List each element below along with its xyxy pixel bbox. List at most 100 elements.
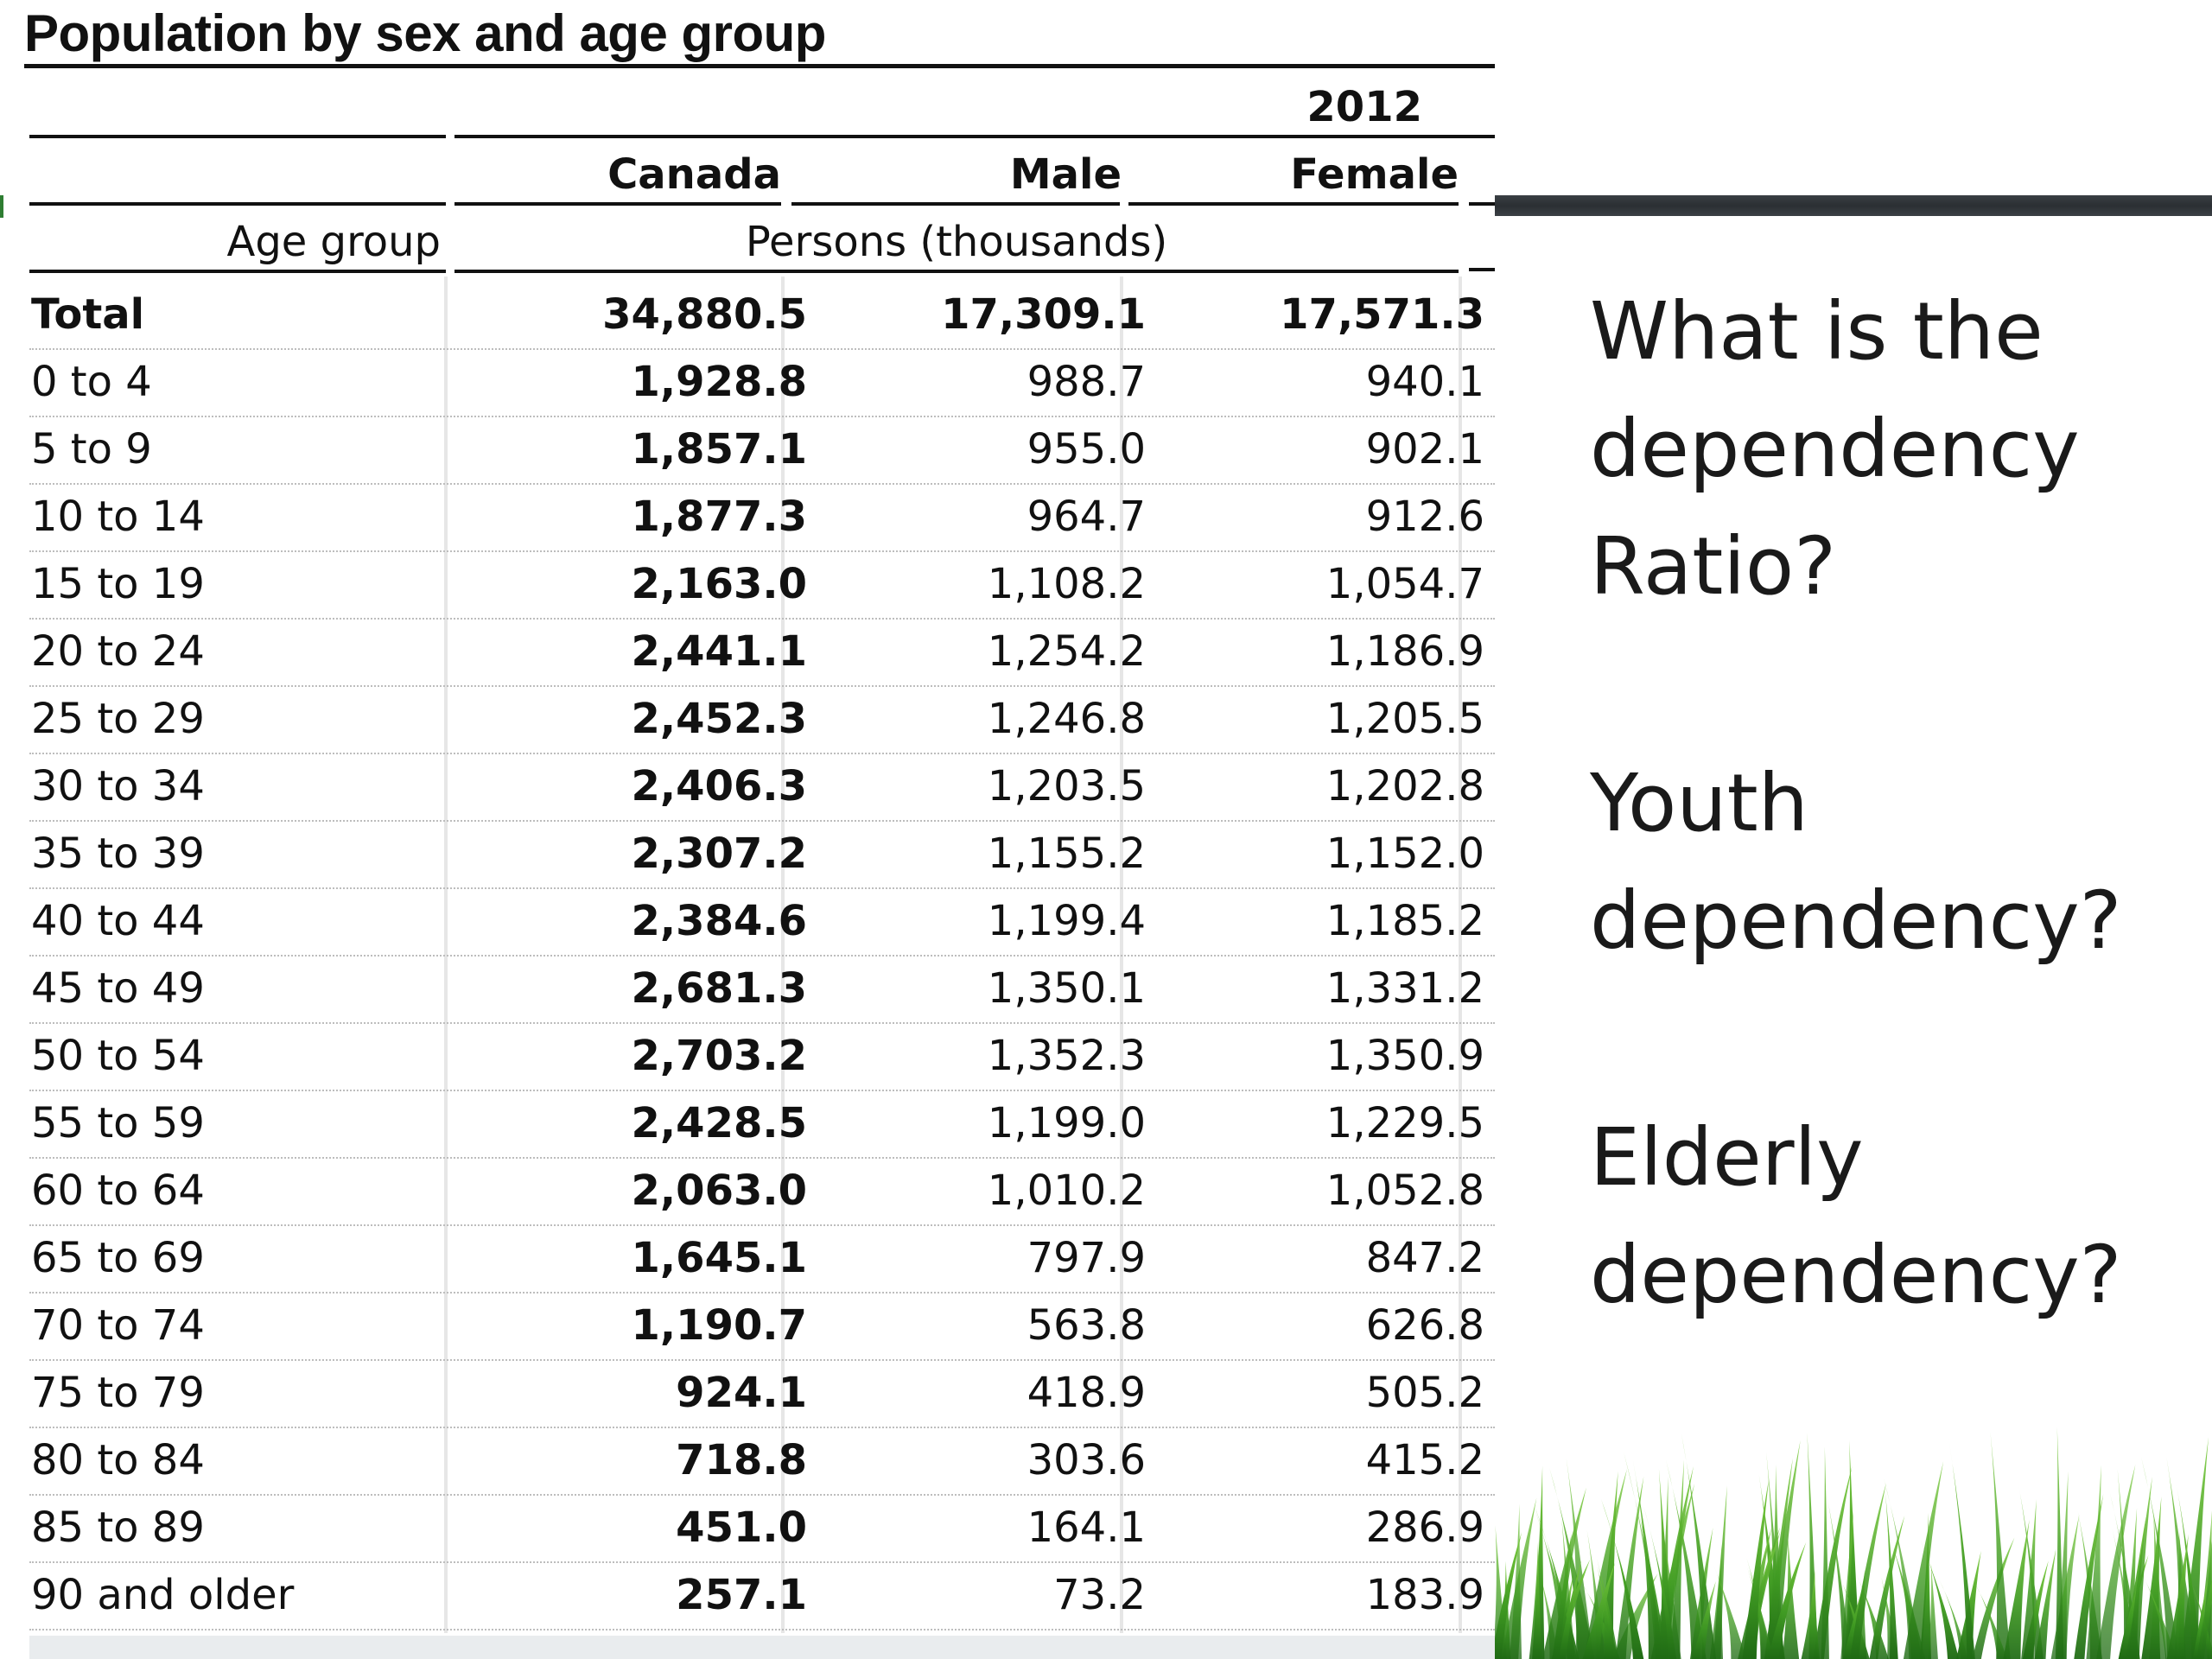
grass-blade — [1542, 1487, 1586, 1659]
grass-blade — [1643, 1506, 1677, 1659]
grass-blade — [1765, 1458, 1793, 1659]
question-elderly-dependency: Elderly dependency? — [1590, 1099, 2195, 1334]
table-row: 50 to 54 2,703.2 1,352.3 1,350.9 — [29, 1022, 1495, 1091]
table-row: 30 to 34 2,406.3 1,203.5 1,202.8 — [29, 753, 1495, 822]
male-value: 73.2 — [1053, 1571, 1146, 1619]
grass-blade — [2166, 1457, 2197, 1659]
male-value: 988.7 — [1027, 358, 1146, 406]
header-rule-left-3 — [29, 270, 446, 273]
grass-blade — [1869, 1516, 1905, 1659]
female-value: 505.2 — [1365, 1369, 1484, 1417]
row-label: 70 to 74 — [31, 1301, 205, 1350]
grass-blade — [1596, 1558, 1619, 1659]
grass-decoration — [1495, 1427, 2212, 1659]
grass-blade — [1598, 1471, 1618, 1659]
table-row-total: Total 34,880.5 17,309.1 17,571.3 — [29, 281, 1495, 350]
grass-blade — [1681, 1433, 1717, 1659]
grass-blade — [1495, 1532, 1522, 1659]
question-dependency-ratio: What is the dependency Ratio? — [1590, 273, 2195, 626]
canada-value: 2,428.5 — [631, 1099, 807, 1147]
grass-blade — [1920, 1539, 1960, 1659]
grass-blade — [1597, 1566, 1618, 1659]
canada-value: 2,063.0 — [631, 1166, 807, 1215]
male-value: 1,350.1 — [987, 964, 1146, 1013]
header-rule-right-3 — [454, 270, 1459, 273]
grass-blade — [1742, 1478, 1770, 1659]
row-label: 35 to 39 — [31, 830, 205, 878]
year-header: 2012 — [1306, 83, 1422, 131]
question-line: Youth — [1590, 757, 1808, 849]
row-label: 0 to 4 — [31, 358, 152, 406]
female-value: 286.9 — [1365, 1503, 1484, 1552]
female-value: 1,229.5 — [1325, 1099, 1484, 1147]
table-row: 65 to 69 1,645.1 797.9 847.2 — [29, 1224, 1495, 1294]
header-rule-canada-2 — [454, 202, 781, 206]
female-value: 1,205.5 — [1325, 695, 1484, 743]
grass-blade — [1842, 1576, 1866, 1659]
table-row: 90 and older 257.1 73.2 183.9 — [29, 1561, 1495, 1630]
canada-value: 2,163.0 — [631, 560, 807, 608]
row-label: 20 to 24 — [31, 627, 205, 676]
grass-blade — [1850, 1483, 1886, 1659]
canada-value: 1,190.7 — [631, 1301, 807, 1350]
grass-blade — [2086, 1465, 2102, 1659]
row-label: 30 to 34 — [31, 762, 205, 810]
grass-blade — [1801, 1569, 1821, 1659]
grass-blade — [1885, 1492, 1898, 1659]
grass-blade — [2034, 1548, 2056, 1659]
female-value: 1,350.9 — [1325, 1032, 1484, 1080]
canada-value: 1,928.8 — [631, 358, 807, 406]
row-label: 80 to 84 — [31, 1436, 205, 1484]
canada-value: 2,703.2 — [631, 1032, 807, 1080]
question-line: Ratio? — [1590, 520, 1837, 613]
row-label: 55 to 59 — [31, 1099, 205, 1147]
female-value: 183.9 — [1365, 1571, 1484, 1619]
grass-blade — [1669, 1459, 1684, 1659]
table-row: 25 to 29 2,452.3 1,246.8 1,205.5 — [29, 685, 1495, 754]
grass-blade — [2021, 1499, 2037, 1659]
grass-blade — [2166, 1534, 2189, 1659]
table-row: 0 to 4 1,928.8 988.7 940.1 — [29, 348, 1495, 417]
grass-blade — [1939, 1580, 1968, 1659]
row-label: 50 to 54 — [31, 1032, 205, 1080]
grass-blade — [1972, 1537, 2015, 1659]
grass-blade — [2140, 1456, 2180, 1659]
male-value: 955.0 — [1027, 425, 1146, 474]
male-value: 303.6 — [1027, 1436, 1146, 1484]
row-label: 40 to 44 — [31, 897, 205, 945]
canada-value: 451.0 — [676, 1503, 807, 1552]
row-label: 5 to 9 — [31, 425, 152, 474]
grass-blade — [2055, 1427, 2064, 1659]
header-rule-right-1 — [454, 135, 1495, 138]
table-row: 20 to 24 2,441.1 1,254.2 1,186.9 — [29, 618, 1495, 687]
canada-value: 2,384.6 — [631, 897, 807, 945]
female-value: 1,185.2 — [1325, 897, 1484, 945]
row-label: 15 to 19 — [31, 560, 205, 608]
header-rule-male-2 — [791, 202, 1120, 206]
female-value: 940.1 — [1365, 358, 1484, 406]
canada-value: 718.8 — [676, 1436, 807, 1484]
grass-blade — [1713, 1485, 1727, 1659]
title-bar-divider — [1495, 195, 2212, 216]
male-value: 17,309.1 — [941, 290, 1146, 339]
table-row: 10 to 14 1,877.3 964.7 912.6 — [29, 483, 1495, 552]
question-line: dependency? — [1590, 874, 2122, 967]
male-value: 418.9 — [1027, 1369, 1146, 1417]
table-row: 70 to 74 1,190.7 563.8 626.8 — [29, 1292, 1495, 1361]
canada-value: 1,645.1 — [631, 1234, 807, 1282]
question-line: Elderly — [1590, 1111, 1864, 1204]
table-row: 85 to 89 451.0 164.1 286.9 — [29, 1494, 1495, 1563]
canada-value: 1,877.3 — [631, 493, 807, 541]
header-tick — [1469, 202, 1495, 206]
male-value: 1,108.2 — [987, 560, 1146, 608]
canada-value: 2,681.3 — [631, 964, 807, 1013]
table-row: 75 to 79 924.1 418.9 505.2 — [29, 1359, 1495, 1428]
row-label: 75 to 79 — [31, 1369, 205, 1417]
male-value: 1,352.3 — [987, 1032, 1146, 1080]
grass-blade — [1529, 1541, 1542, 1659]
age-group-label: Age group — [226, 218, 442, 266]
table-title: Population by sex and age group — [24, 4, 826, 62]
female-value: 1,152.0 — [1325, 830, 1484, 878]
grass-blade — [1584, 1468, 1628, 1659]
female-value: 902.1 — [1365, 425, 1484, 474]
